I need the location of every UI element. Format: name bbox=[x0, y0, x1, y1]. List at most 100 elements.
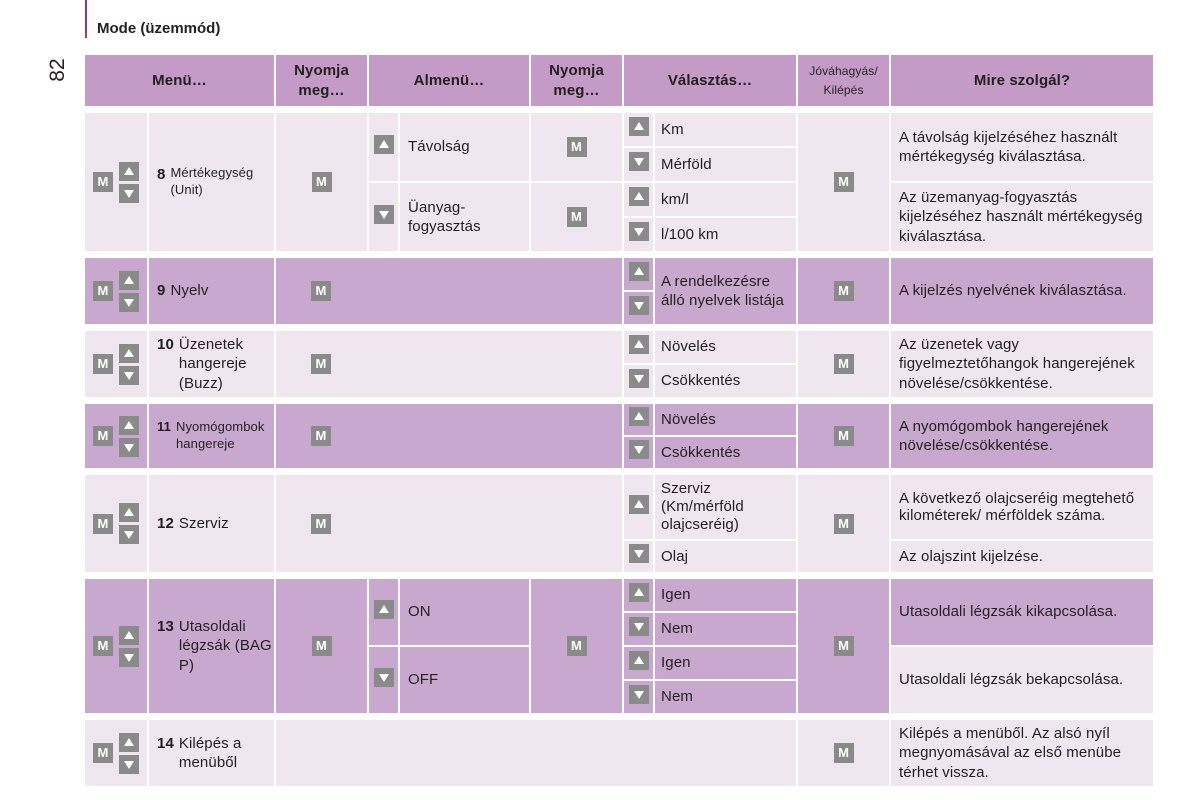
purpose-text: Kilépés a menüből. Az alsó nyíl megnyomá… bbox=[891, 720, 1154, 786]
submenu-label: Üanyag-fogyasztás bbox=[400, 183, 530, 251]
choice-label: l/100 km bbox=[655, 218, 797, 251]
choice-arrow bbox=[624, 437, 654, 468]
menu-item-name: Utasoldali légzsák (BAG P) bbox=[178, 617, 272, 674]
choice-label: Nem bbox=[655, 613, 797, 645]
table-row: M 12 Szerviz M Szerviz (Km/mérföld olajcs… bbox=[85, 475, 1154, 572]
m-key-icon: M bbox=[566, 207, 587, 227]
m-key-icon: M bbox=[311, 426, 332, 446]
purpose-text: A kijelzés nyelvének kiválasztása. bbox=[891, 258, 1154, 324]
table-row: M 11 Nyomógombok hangereje M Növelés M A … bbox=[85, 404, 1154, 468]
m-key-icon: M bbox=[311, 354, 332, 374]
choice-label: Igen bbox=[655, 647, 797, 679]
menu-item-label: 10 Üzenetek hangereje (Buzz) bbox=[149, 331, 275, 397]
purpose-text: Az üzemanyag-fogyasztás kijelzéséhez has… bbox=[891, 183, 1154, 251]
up-arrow-icon bbox=[628, 187, 649, 207]
choice-arrow bbox=[624, 113, 654, 146]
choice-label: Növelés bbox=[655, 404, 797, 435]
down-arrow-icon bbox=[119, 754, 139, 774]
table-row: Nem bbox=[85, 613, 1153, 645]
down-arrow-icon bbox=[628, 684, 649, 704]
empty-cell bbox=[276, 720, 797, 786]
menu-keys: M bbox=[85, 404, 147, 468]
m-key-icon: M bbox=[93, 354, 113, 374]
table-row: Csökkentés bbox=[85, 437, 1153, 468]
menu-item-label: 13 Utasoldali légzsák (BAG P) bbox=[149, 579, 275, 713]
press-m-cell: M bbox=[276, 579, 368, 713]
up-arrow-icon bbox=[628, 582, 649, 602]
up-arrow-icon bbox=[373, 599, 394, 619]
confirm-cell: M bbox=[798, 720, 890, 786]
up-arrow-icon bbox=[628, 261, 649, 281]
down-arrow-icon bbox=[628, 152, 649, 172]
down-arrow-icon bbox=[119, 292, 139, 312]
up-arrow-icon bbox=[628, 494, 649, 514]
down-arrow-icon bbox=[119, 647, 139, 667]
table-row: Mérföld bbox=[85, 148, 1153, 181]
choice-arrow bbox=[624, 404, 654, 435]
m-key-icon: M bbox=[93, 743, 113, 763]
table-row bbox=[85, 292, 1153, 324]
table-row: Csökkentés bbox=[85, 365, 1153, 397]
settings-menu-table: Menü… Nyomja meg… Almenü… Nyomja meg… Vá… bbox=[83, 53, 1155, 788]
m-key-icon: M bbox=[833, 426, 854, 446]
m-key-icon: M bbox=[833, 354, 854, 374]
m-key-icon: M bbox=[566, 636, 587, 656]
press-m-cell: M bbox=[531, 579, 623, 713]
choice-arrow bbox=[624, 258, 654, 290]
table-row: Nem bbox=[85, 681, 1153, 713]
m-key-icon: M bbox=[93, 281, 113, 301]
table-row: l/100 km bbox=[85, 218, 1153, 251]
up-arrow-icon bbox=[628, 117, 649, 137]
m-key-icon: M bbox=[833, 513, 854, 534]
purpose-text: Utasoldali légzsák kikapcsolása. bbox=[891, 579, 1154, 645]
up-arrow-icon bbox=[119, 732, 139, 752]
menu-keys: M bbox=[85, 475, 147, 572]
down-arrow-icon bbox=[373, 667, 394, 687]
section-accent-line bbox=[85, 0, 87, 38]
menu-keys: M bbox=[85, 113, 147, 251]
choice-arrow bbox=[624, 218, 654, 251]
page-number: 82 bbox=[46, 58, 69, 82]
down-arrow-icon bbox=[119, 437, 139, 457]
choice-arrow bbox=[624, 365, 654, 397]
table-row: M 8 Mértékegység (Unit) M Távolság M Km M… bbox=[85, 113, 1154, 251]
choice-label: Szerviz (Km/mérföld olajcseréig) bbox=[655, 475, 797, 539]
table-row: M 9 Nyelv M A rendelkezésre álló nyelvek … bbox=[85, 258, 1154, 324]
press-m-cell: M bbox=[276, 113, 368, 251]
up-arrow-icon bbox=[373, 134, 394, 154]
up-arrow-icon bbox=[119, 270, 139, 290]
up-arrow-icon bbox=[119, 415, 139, 435]
choice-arrow bbox=[624, 148, 654, 181]
m-key-icon: M bbox=[833, 636, 854, 656]
header-press-2: Nyomja meg… bbox=[531, 55, 623, 106]
down-arrow-icon bbox=[628, 222, 649, 242]
m-key-icon: M bbox=[93, 426, 113, 446]
menu-item-label: 12 Szerviz bbox=[149, 475, 275, 572]
confirm-cell: M bbox=[798, 258, 890, 324]
header-confirm-exit: Jóváhagyás/ Kilépés bbox=[798, 55, 890, 106]
menu-keys: M bbox=[85, 579, 147, 713]
menu-item-name: Üzenetek hangereje (Buzz) bbox=[178, 335, 247, 392]
choice-arrow bbox=[624, 681, 654, 713]
press-m-cell: M bbox=[276, 404, 623, 468]
header-submenu: Almenü… bbox=[369, 55, 530, 106]
table-row: M 13 Utasoldali légzsák (BAG P) M ON M Ig… bbox=[85, 579, 1154, 713]
purpose-text: Utasoldali légzsák bekapcsolása. bbox=[891, 647, 1154, 713]
table-row: M 14 Kilépés a menüből M Kilépés a menübő… bbox=[85, 720, 1154, 786]
confirm-cell: M bbox=[798, 331, 890, 397]
press-m-cell: M bbox=[531, 113, 623, 181]
down-arrow-icon bbox=[628, 295, 649, 315]
menu-item-label: 14 Kilépés a menüből bbox=[149, 720, 275, 786]
choice-arrow bbox=[624, 475, 654, 539]
submenu-label: OFF bbox=[400, 647, 530, 713]
choice-arrow bbox=[624, 613, 654, 645]
choice-label: Nem bbox=[655, 681, 797, 713]
choice-label: Km bbox=[655, 113, 797, 146]
header-choice: Választás… bbox=[624, 55, 797, 106]
menu-keys: M bbox=[85, 720, 147, 786]
m-key-icon: M bbox=[566, 137, 587, 157]
menu-item-label: 8 Mértékegység (Unit) bbox=[149, 113, 275, 251]
m-key-icon: M bbox=[93, 636, 113, 656]
menu-keys: M bbox=[85, 331, 147, 397]
confirm-cell: M bbox=[798, 475, 890, 572]
